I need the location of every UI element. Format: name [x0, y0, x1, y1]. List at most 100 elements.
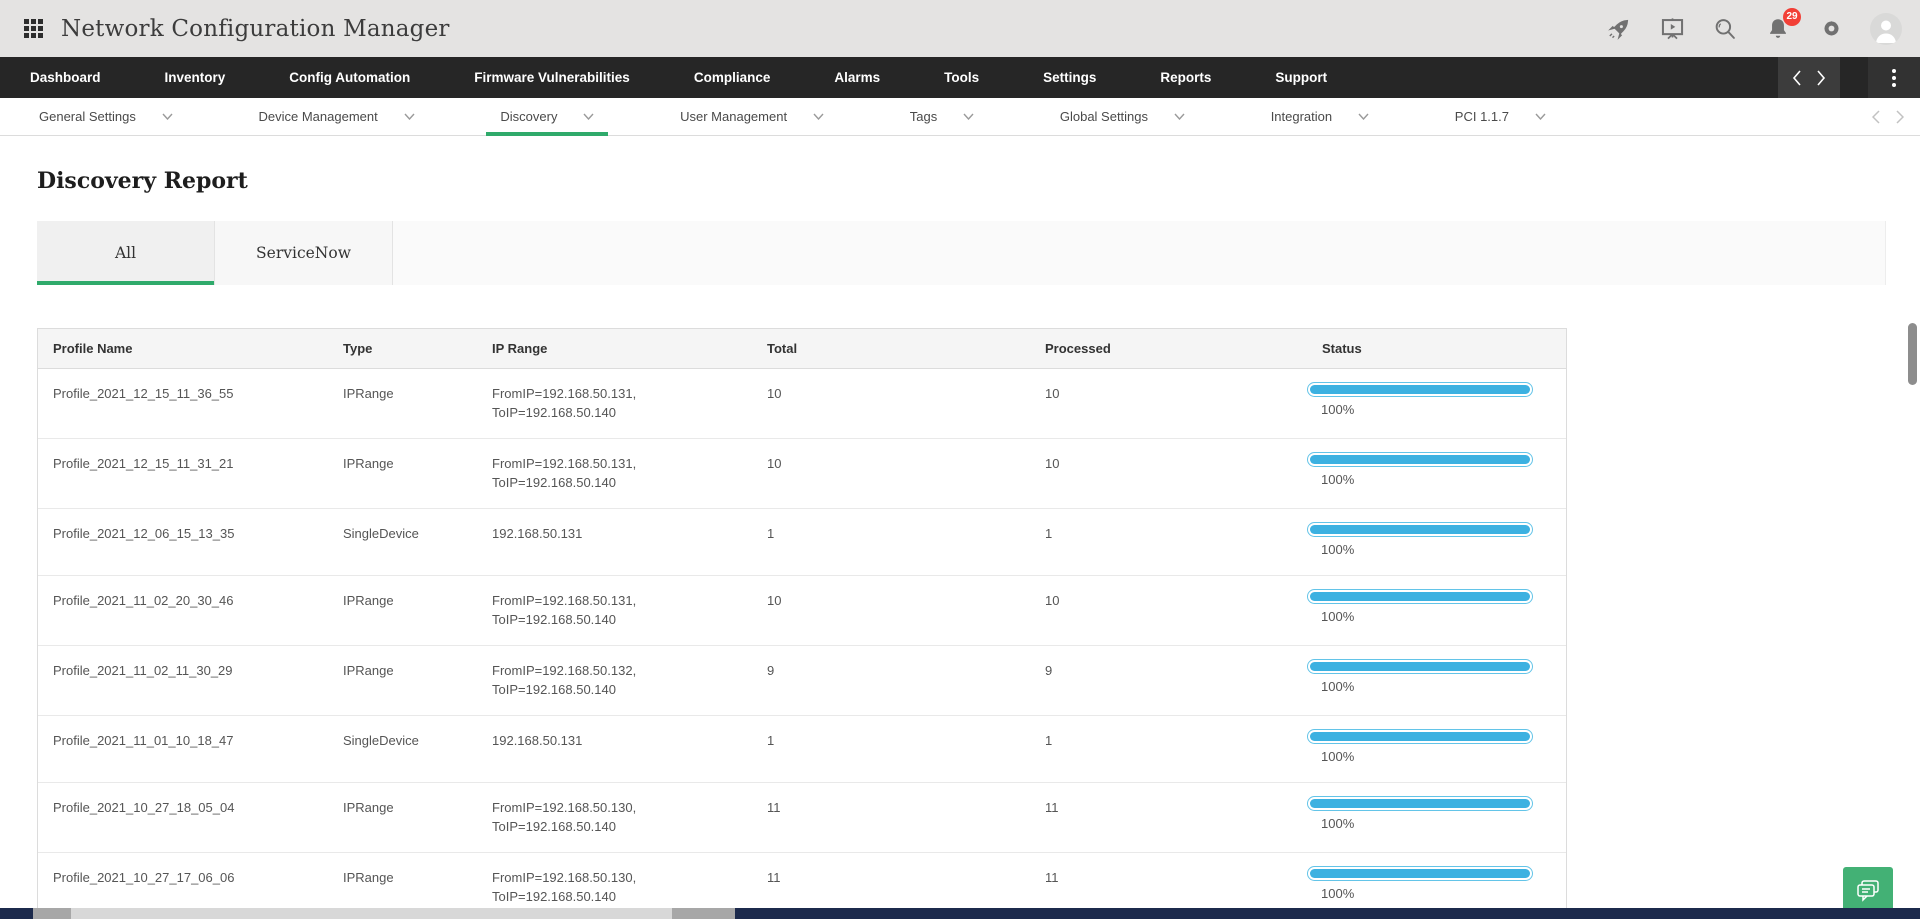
- user-avatar[interactable]: [1870, 12, 1902, 45]
- progress-bar-fill: [1310, 869, 1530, 878]
- table-header-row: Profile Name Type IP Range Total Process…: [38, 329, 1566, 369]
- profile-name-cell: Profile_2021_11_02_11_30_29: [53, 663, 233, 678]
- notification-badge: 29: [1783, 7, 1801, 26]
- progress-bar: [1307, 729, 1533, 744]
- progress-bar: [1307, 382, 1533, 397]
- total-cell: 9: [767, 663, 775, 678]
- progress-bar-fill: [1310, 799, 1530, 808]
- progress-percent-label: 100%: [1321, 816, 1355, 831]
- progress-bar-fill: [1310, 592, 1530, 601]
- report-tab[interactable]: ServiceNow: [215, 221, 393, 285]
- vertical-scrollbar-thumb[interactable]: [1908, 323, 1917, 385]
- ip-range-line1: FromIP=192.168.50.130,: [492, 800, 637, 815]
- subnav-next-icon[interactable]: [1896, 109, 1904, 124]
- subnav-item[interactable]: Device Management: [245, 98, 429, 135]
- processed-cell: 10: [1045, 456, 1060, 471]
- presentation-icon[interactable]: [1658, 15, 1686, 43]
- nav-next-icon[interactable]: [1816, 69, 1826, 86]
- subnav-item[interactable]: Tags: [896, 98, 988, 135]
- more-menu-icon[interactable]: [1892, 68, 1896, 87]
- subnav-prev-icon[interactable]: [1872, 109, 1880, 124]
- col-ip-range: IP Range: [492, 341, 548, 356]
- type-cell: SingleDevice: [343, 526, 419, 541]
- profile-name-cell: Profile_2021_10_27_17_06_06: [53, 870, 235, 885]
- main-nav-item[interactable]: Tools: [944, 70, 980, 85]
- table-body: Profile_2021_12_15_11_36_55 IPRange From…: [38, 369, 1566, 919]
- main-nav-item[interactable]: Dashboard: [30, 70, 101, 85]
- subnav-item[interactable]: Global Settings: [1046, 98, 1199, 135]
- total-cell: 10: [767, 593, 782, 608]
- app-launcher-icon[interactable]: [24, 19, 43, 38]
- subnav-item-label: Global Settings: [1059, 109, 1149, 124]
- main-nav-item[interactable]: Support: [1275, 70, 1328, 85]
- total-cell: 10: [767, 386, 782, 401]
- horizontal-scrollbar-thumb-edge-right[interactable]: [672, 908, 735, 919]
- notification-bell-icon[interactable]: 29: [1764, 7, 1801, 43]
- status-cell: 100%: [1307, 853, 1566, 919]
- subnav-item[interactable]: Discovery: [486, 98, 609, 136]
- total-cell: 1: [767, 526, 775, 541]
- main-nav-items: Dashboard Inventory Config Automation Fi…: [0, 57, 1327, 98]
- support-chat-button[interactable]: [1843, 867, 1893, 915]
- total-cell: 1: [767, 733, 775, 748]
- settings-gear-icon[interactable]: [1817, 15, 1845, 43]
- main-nav-item[interactable]: Reports: [1160, 70, 1212, 85]
- profile-name-cell: Profile_2021_11_01_10_18_47: [53, 733, 234, 748]
- subnav-item-label: PCI 1.1.7: [1454, 109, 1509, 124]
- table-row: Profile_2021_12_15_11_36_55 IPRange From…: [38, 369, 1566, 439]
- ip-range-cell: FromIP=192.168.50.132, ToIP=192.168.50.1…: [477, 646, 752, 715]
- table-row: Profile_2021_10_27_17_06_06 IPRange From…: [38, 853, 1566, 919]
- main-nav-item[interactable]: Inventory: [164, 70, 226, 85]
- nav-pager: [1778, 57, 1840, 98]
- table-row: Profile_2021_10_27_18_05_04 IPRange From…: [38, 783, 1566, 853]
- chevron-down-icon: [583, 113, 594, 120]
- app-header: Network Configuration Manager: [0, 0, 1920, 57]
- ip-range-cell: FromIP=192.168.50.131, ToIP=192.168.50.1…: [477, 369, 752, 438]
- progress-bar: [1307, 659, 1533, 674]
- horizontal-scrollbar-thumb-edge-left[interactable]: [33, 908, 71, 919]
- subnav-item-label: Device Management: [258, 109, 378, 124]
- subnav-item[interactable]: PCI 1.1.7: [1441, 98, 1560, 135]
- ip-range-cell: FromIP=192.168.50.131, ToIP=192.168.50.1…: [477, 439, 752, 508]
- subnav-item-label: Discovery: [500, 109, 558, 124]
- main-nav-item[interactable]: Alarms: [834, 70, 881, 85]
- processed-cell: 11: [1045, 870, 1059, 885]
- type-cell: IPRange: [343, 456, 394, 471]
- nav-prev-icon[interactable]: [1792, 69, 1802, 86]
- chevron-down-icon: [404, 113, 415, 120]
- horizontal-scrollbar-thumb[interactable]: [71, 908, 672, 919]
- subnav-item-label: Integration: [1270, 109, 1333, 124]
- ip-range-line1: FromIP=192.168.50.131,: [492, 386, 637, 401]
- ip-range-line2: ToIP=192.168.50.140: [492, 682, 616, 697]
- total-cell: 11: [767, 870, 781, 885]
- subnav-item[interactable]: User Management: [666, 98, 838, 135]
- main-nav-item[interactable]: Config Automation: [289, 70, 411, 85]
- main-nav-item[interactable]: Firmware Vulnerabilities: [474, 70, 630, 85]
- ip-range-line1: 192.168.50.131: [492, 526, 583, 541]
- progress-bar-fill: [1310, 662, 1530, 671]
- app-header-left: Network Configuration Manager: [24, 16, 450, 42]
- progress-bar: [1307, 866, 1533, 881]
- progress-percent-label: 100%: [1321, 609, 1355, 624]
- subnav-items: General Settings Device Management Disco…: [0, 98, 1560, 136]
- main-nav-right: [1778, 57, 1920, 98]
- type-cell: IPRange: [343, 800, 394, 815]
- type-cell: SingleDevice: [343, 733, 419, 748]
- search-icon[interactable]: [1711, 15, 1739, 43]
- chevron-down-icon: [1174, 113, 1185, 120]
- status-cell: 100%: [1307, 783, 1566, 852]
- subnav-item[interactable]: Integration: [1257, 98, 1383, 135]
- rocket-icon[interactable]: [1605, 15, 1633, 43]
- ip-range-line2: ToIP=192.168.50.140: [492, 889, 616, 904]
- progress-percent-label: 100%: [1321, 886, 1355, 901]
- main-nav-item[interactable]: Settings: [1043, 70, 1097, 85]
- page-title: Discovery Report: [37, 168, 248, 194]
- app-title: Network Configuration Manager: [61, 15, 450, 42]
- profile-name-cell: Profile_2021_12_06_15_13_35: [53, 526, 235, 541]
- main-nav-item[interactable]: Compliance: [693, 70, 771, 85]
- subnav-item[interactable]: General Settings: [25, 98, 187, 135]
- ip-range-line2: ToIP=192.168.50.140: [492, 612, 616, 627]
- ip-range-line1: FromIP=192.168.50.132,: [492, 663, 637, 678]
- report-tab[interactable]: All: [37, 221, 215, 285]
- ip-range-cell: FromIP=192.168.50.131, ToIP=192.168.50.1…: [477, 576, 752, 645]
